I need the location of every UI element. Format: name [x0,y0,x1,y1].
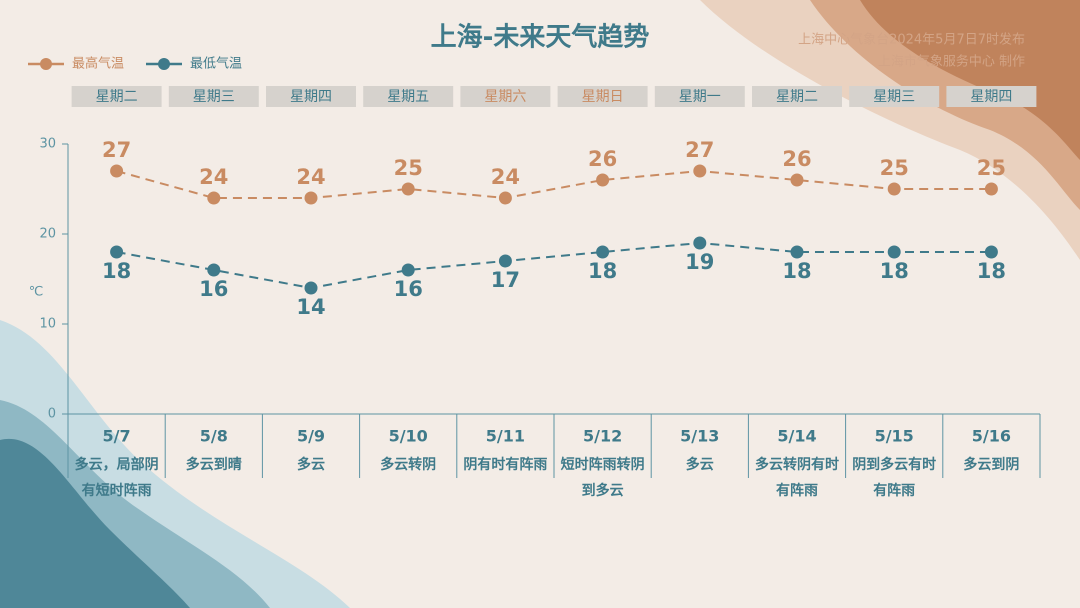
chart-title: 上海-未来天气趋势 [431,22,650,53]
weather-description: 多云 [685,457,714,473]
x-tick-label: 5/14 [777,427,816,446]
point [693,164,707,178]
value-label: 24 [491,165,520,189]
value-label: 18 [977,259,1006,283]
value-label: 14 [296,295,325,319]
point [596,245,610,259]
weekday-label: 星期六 [484,89,526,105]
weekday-box [946,86,1037,107]
source: 上海中心气象台2024年5月7日7时发布 [798,32,1025,48]
weekday-box [71,86,162,107]
weekday-label: 星期四 [970,89,1012,105]
weekday-box [654,86,745,107]
value-label: 26 [588,147,617,171]
point [693,236,707,250]
value-label: 27 [102,138,131,162]
point [790,173,804,187]
weekday-label: 星期三 [193,89,235,105]
value-label: 26 [782,147,811,171]
weekday-box [363,86,454,107]
point [110,245,124,259]
value-label: 25 [394,156,423,180]
y-axis-label: ℃ [29,285,44,300]
series-line [116,241,992,290]
weather-description: 多云转阴 [380,457,437,473]
series-line [116,169,992,200]
point [207,263,221,277]
y-tick-label: 10 [39,317,56,332]
weekday-box [266,86,356,107]
x-tick-label: 5/16 [972,427,1011,446]
value-label: 18 [880,259,909,283]
point [984,245,998,259]
point [984,182,998,196]
value-label: 16 [199,277,228,301]
value-label: 24 [199,165,228,189]
x-tick-label: 5/13 [680,427,719,446]
point [887,245,901,259]
point [887,182,901,196]
point [401,263,415,277]
weather-description: 多云到晴 [185,457,242,473]
value-label: 18 [588,259,617,283]
point [498,191,512,205]
weather-description: 阴到多云有时有阵雨 [852,457,937,499]
point [304,281,318,295]
weather-description: 多云，局部阴有短时阵雨 [74,457,159,499]
point [110,164,124,178]
weather-description: 多云 [297,457,325,473]
y-tick-label: 0 [48,407,56,422]
value-label: 18 [102,259,131,283]
y-tick-label: 30 [39,137,56,152]
value-label: 16 [394,277,423,301]
weekday-box [460,86,551,107]
legend-label: 最低气温 [190,56,242,72]
value-label: 24 [296,165,325,189]
weather-description: 多云到阴 [963,457,1020,473]
point [498,254,512,268]
weather-description: 短时阵雨转阴到多云 [560,457,645,499]
point [401,182,415,196]
weekday-box [168,86,259,107]
point [596,173,610,187]
legend-label: 最高气温 [72,56,124,72]
point [304,191,318,205]
x-tick-label: 5/10 [389,427,428,446]
legend-marker [158,58,170,70]
weekday-label: 星期一 [679,89,721,105]
value-label: 18 [782,259,811,283]
x-tick-label: 5/9 [297,427,325,446]
y-tick-label: 20 [39,227,56,242]
x-tick-label: 5/8 [200,427,228,446]
value-label: 25 [977,156,1006,180]
value-label: 27 [685,138,714,162]
x-tick-label: 5/11 [486,427,525,446]
x-tick-label: 5/12 [583,427,622,446]
value-label: 19 [685,250,714,274]
source: 上海市气象服务中心 制作 [878,54,1025,70]
weather-description: 多云转阴有时有阵雨 [755,457,839,499]
point [790,245,804,259]
weekday-box [752,86,842,107]
weekday-label: 星期四 [290,89,332,105]
weekday-box [557,86,648,107]
weekday-box [849,86,940,107]
x-tick-label: 5/7 [103,427,131,446]
value-label: 25 [880,156,909,180]
weekday-label: 星期三 [873,89,915,105]
point [207,191,221,205]
weather-description: 阴有时有阵雨 [463,457,548,473]
value-label: 17 [491,268,520,292]
legend-marker [40,58,52,70]
weekday-label: 星期日 [582,89,624,105]
weekday-label: 星期二 [96,89,138,105]
weekday-label: 星期二 [776,89,818,105]
x-tick-label: 5/15 [875,427,914,446]
weekday-label: 星期五 [387,89,429,105]
